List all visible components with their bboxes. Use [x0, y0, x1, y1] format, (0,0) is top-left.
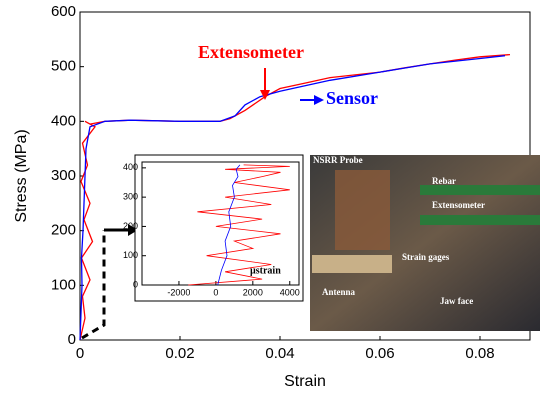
- x-axis-label: Strain: [284, 373, 326, 390]
- photo: NSRR Probe Rebar Extensometer Strain gag…: [310, 155, 540, 331]
- photo-label: Extensometer: [432, 200, 485, 210]
- y-tick-label: 100: [51, 276, 76, 293]
- x-tick-label: 0.02: [165, 345, 194, 362]
- x-tick-label: 0: [76, 345, 84, 362]
- arrow-head: [128, 224, 138, 236]
- y-tick-label: 0: [133, 279, 138, 289]
- rebar: [420, 185, 540, 195]
- y-tick-label: 200: [51, 222, 76, 239]
- series-line: [79, 55, 506, 341]
- x-tick-label: 2000: [243, 287, 263, 297]
- y-tick-label: 400: [123, 162, 138, 172]
- y-tick-label: 100: [123, 250, 138, 260]
- arrow-head: [314, 95, 324, 105]
- series-annotation: Extensometer: [198, 42, 304, 62]
- photo-label: Strain gages: [402, 252, 450, 262]
- photo-label: Jaw face: [440, 296, 473, 306]
- y-tick-label: 400: [51, 112, 76, 129]
- inset-frame: [134, 154, 304, 302]
- photo-label: NSRR Probe: [313, 155, 363, 165]
- photo-label: Rebar: [432, 176, 456, 186]
- y-tick-label: 300: [51, 167, 76, 184]
- y-tick-label: 0: [68, 331, 76, 348]
- arrow-head: [260, 90, 270, 100]
- photo-label: Antenna: [322, 287, 356, 297]
- x-tick-label: -2000: [167, 287, 190, 297]
- series-line: [217, 164, 241, 286]
- x-tick-label: 0.04: [265, 345, 294, 362]
- x-tick-label: 0: [213, 287, 218, 297]
- y-tick-label: 200: [123, 221, 138, 231]
- x-tick-label: 4000: [280, 287, 300, 297]
- plot-frame: [141, 161, 300, 286]
- y-axis-label: Stress (MPa): [13, 129, 30, 222]
- block: [312, 255, 392, 273]
- series-line: [188, 164, 290, 286]
- y-tick-label: 300: [123, 192, 138, 202]
- dashed-pointer: [81, 230, 106, 340]
- y-tick-label: 500: [51, 58, 76, 75]
- x-axis-label: µstrain: [250, 265, 281, 276]
- series-annotation: Sensor: [326, 88, 378, 108]
- inset-plot: 0 100 200 300 400 -2000 0 2000 4000 µstrain: [123, 161, 300, 297]
- rebar: [420, 215, 540, 225]
- probe: [335, 170, 390, 250]
- main-plot: 0 100 200 300 400 500 600 0 0.02 0.04 0.06 0.08 Stra…: [13, 3, 531, 390]
- x-tick-label: 0.08: [465, 345, 494, 362]
- y-tick-label: 600: [51, 3, 76, 20]
- x-tick-label: 0.06: [365, 345, 394, 362]
